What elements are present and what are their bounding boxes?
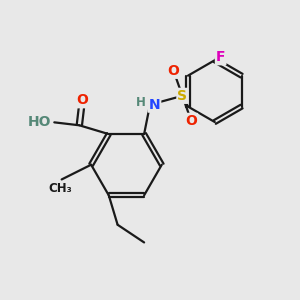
Text: CH₃: CH₃: [48, 182, 72, 195]
Text: F: F: [216, 50, 225, 64]
Text: O: O: [76, 93, 88, 107]
Text: O: O: [185, 114, 197, 128]
Text: H: H: [136, 96, 146, 109]
Text: HO: HO: [28, 115, 51, 129]
Text: N: N: [148, 98, 160, 112]
Text: S: S: [177, 89, 188, 103]
Text: O: O: [168, 64, 179, 78]
